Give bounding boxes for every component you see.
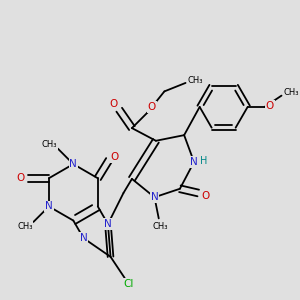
- Text: O: O: [111, 152, 119, 162]
- Text: O: O: [266, 100, 274, 110]
- Text: H: H: [200, 155, 208, 166]
- Text: O: O: [148, 102, 156, 112]
- Text: N: N: [45, 201, 53, 212]
- Text: CH₃: CH₃: [42, 140, 57, 149]
- Text: CH₃: CH₃: [188, 76, 203, 85]
- Text: N: N: [80, 233, 87, 243]
- Text: N: N: [190, 157, 198, 167]
- Text: O: O: [16, 173, 25, 183]
- Text: CH₃: CH₃: [17, 222, 33, 231]
- Text: CH₃: CH₃: [152, 222, 168, 231]
- Text: Cl: Cl: [124, 279, 134, 289]
- Text: CH₃: CH₃: [284, 88, 299, 97]
- Text: O: O: [110, 99, 118, 109]
- Text: N: N: [151, 192, 158, 202]
- Text: N: N: [104, 219, 112, 229]
- Text: O: O: [201, 191, 209, 201]
- Text: N: N: [70, 159, 77, 169]
